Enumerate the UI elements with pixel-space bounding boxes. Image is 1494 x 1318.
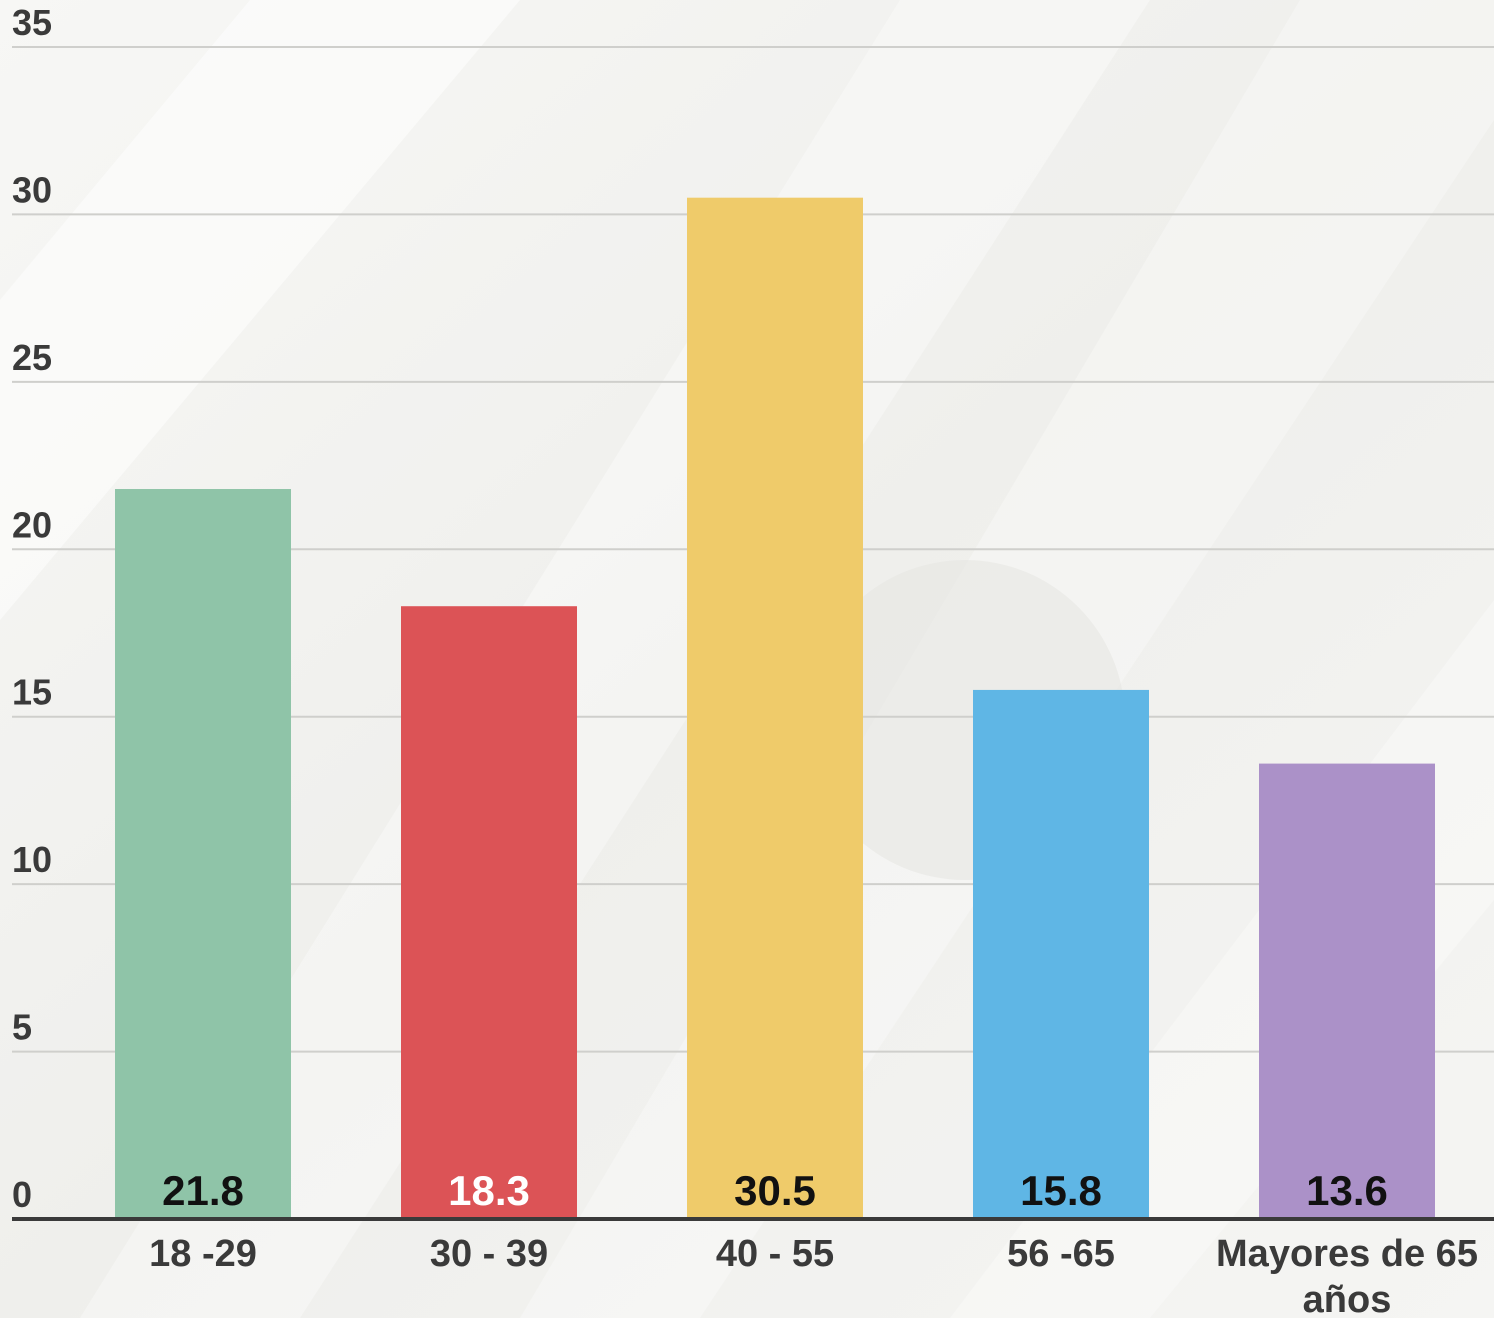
x-axis-labels: 18 -29 30 - 39 40 - 55 56 -65 Mayores de 65 a… xyxy=(149,1233,1478,1318)
y-tick-label: 5 xyxy=(12,1007,32,1048)
bar xyxy=(401,606,577,1219)
x-tick-label: 40 - 55 xyxy=(716,1233,834,1275)
data-label: 18.3 xyxy=(448,1167,530,1214)
data-labels: 21.8 18.3 30.5 15.8 13.6 xyxy=(162,1167,1388,1214)
bar xyxy=(687,197,863,1219)
bar xyxy=(115,489,291,1219)
data-label: 21.8 xyxy=(162,1167,244,1214)
x-tick-label: Mayores de 65 años xyxy=(1216,1233,1478,1318)
y-tick-label: 30 xyxy=(12,169,52,210)
bars xyxy=(115,197,1435,1219)
bar xyxy=(1259,763,1435,1219)
data-label: 13.6 xyxy=(1306,1167,1388,1214)
data-label: 30.5 xyxy=(734,1167,816,1214)
y-axis-ticks: 0 5 10 15 20 25 30 35 xyxy=(12,2,52,1215)
y-tick-label: 20 xyxy=(12,504,52,545)
data-label: 15.8 xyxy=(1020,1167,1102,1214)
y-tick-label: 35 xyxy=(12,2,52,43)
x-tick-label: 30 - 39 xyxy=(430,1233,548,1275)
bar xyxy=(973,689,1149,1219)
x-tick-label: 56 -65 xyxy=(1007,1233,1115,1275)
x-tick-label: 18 -29 xyxy=(149,1233,257,1275)
y-tick-label: 0 xyxy=(12,1174,32,1215)
y-tick-label: 10 xyxy=(12,839,52,880)
y-tick-label: 25 xyxy=(12,337,52,378)
y-tick-label: 15 xyxy=(12,672,52,713)
